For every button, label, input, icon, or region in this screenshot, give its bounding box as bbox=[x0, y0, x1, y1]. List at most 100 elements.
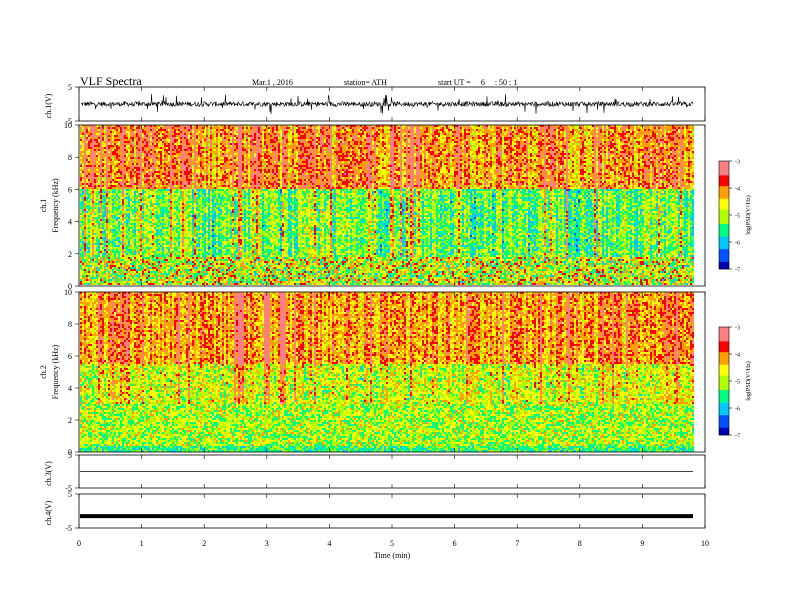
spectrogram-cell bbox=[150, 213, 152, 215]
spectrogram-cell bbox=[148, 267, 150, 269]
spectrogram-cell bbox=[84, 229, 86, 231]
spectrogram-cell bbox=[110, 271, 112, 273]
spectrogram-cell bbox=[114, 279, 116, 281]
spectrogram-cell bbox=[116, 259, 118, 261]
spectrogram-cell bbox=[198, 283, 200, 285]
spectrogram-cell bbox=[88, 127, 90, 129]
spectrogram-cell bbox=[146, 129, 148, 131]
spectrogram-cell bbox=[160, 283, 162, 285]
spectrogram-cell bbox=[82, 239, 84, 241]
spectrogram-cell bbox=[124, 143, 126, 145]
spectrogram-cell bbox=[190, 221, 192, 223]
spectrogram-cell bbox=[198, 189, 200, 191]
spectrogram-cell bbox=[162, 265, 164, 267]
spectrogram-cell bbox=[90, 165, 92, 167]
spectrogram-cell bbox=[192, 207, 194, 209]
spectrogram-cell bbox=[94, 247, 96, 249]
spectrogram-cell bbox=[114, 239, 116, 241]
spectrogram-cell bbox=[200, 183, 202, 185]
spectrogram-cell bbox=[92, 219, 94, 221]
spectrogram-cell bbox=[98, 175, 100, 177]
spectrogram-cell bbox=[136, 199, 138, 201]
spectrogram-cell bbox=[148, 273, 150, 275]
spectrogram-cell bbox=[102, 217, 104, 219]
spectrogram-cell bbox=[168, 281, 170, 283]
spectrogram-cell bbox=[124, 127, 126, 129]
spectrogram-cell bbox=[122, 175, 124, 177]
spectrogram-cell bbox=[126, 273, 128, 275]
spectrogram-cell bbox=[102, 239, 104, 241]
spectrogram-cell bbox=[92, 263, 94, 265]
spectrogram-cell bbox=[130, 247, 132, 249]
spectrogram-cell bbox=[122, 269, 124, 271]
spectrogram-cell bbox=[132, 277, 134, 279]
spectrogram-cell bbox=[190, 171, 192, 173]
spectrogram-cell bbox=[142, 147, 144, 149]
spectrogram-cell bbox=[144, 281, 146, 283]
spectrogram-cell bbox=[154, 165, 156, 167]
spectrogram-cell bbox=[186, 205, 188, 207]
spectrogram-cell bbox=[104, 183, 106, 185]
spectrogram-cell bbox=[102, 167, 104, 169]
spectrogram-cell bbox=[120, 125, 122, 127]
spectrogram-cell bbox=[176, 233, 178, 235]
spectrogram-cell bbox=[160, 169, 162, 171]
spectrogram-cell bbox=[176, 139, 178, 141]
spectrogram-cell bbox=[156, 277, 158, 279]
spectrogram-cell bbox=[84, 235, 86, 237]
spectrogram-cell bbox=[94, 199, 96, 201]
spectrogram-cell bbox=[120, 199, 122, 201]
spectrogram-cell bbox=[202, 145, 204, 147]
spectrogram-cell bbox=[104, 149, 106, 151]
spectrogram-cell bbox=[106, 189, 108, 191]
spectrogram-cell bbox=[86, 207, 88, 209]
spectrogram-cell bbox=[144, 239, 146, 241]
spectrogram-cell bbox=[80, 207, 82, 209]
spectrogram-cell bbox=[132, 193, 134, 195]
spectrogram-cell bbox=[134, 209, 136, 211]
spectrogram-cell bbox=[142, 215, 144, 217]
spectrogram-cell bbox=[92, 143, 94, 145]
spectrogram-cell bbox=[136, 147, 138, 149]
spectrogram-cell bbox=[148, 173, 150, 175]
spectrogram-cell bbox=[94, 151, 96, 153]
spectrogram-cell bbox=[200, 197, 202, 199]
spectrogram-cell bbox=[156, 207, 158, 209]
spectrogram-cell bbox=[160, 217, 162, 219]
spectrogram-cell bbox=[164, 167, 166, 169]
spectrogram-cell bbox=[128, 195, 130, 197]
spectrogram-cell bbox=[176, 197, 178, 199]
spectrogram-cell bbox=[158, 171, 160, 173]
spectrogram-cell bbox=[174, 151, 176, 153]
spectrogram-cell bbox=[202, 197, 204, 199]
spectrogram-cell bbox=[158, 191, 160, 193]
spectrogram-cell bbox=[122, 143, 124, 145]
spectrogram-cell bbox=[160, 255, 162, 257]
spectrogram-cell bbox=[104, 159, 106, 161]
spectrogram-cell bbox=[142, 175, 144, 177]
spectrogram-cell bbox=[100, 199, 102, 201]
spectrogram-cell bbox=[148, 231, 150, 233]
spectrogram-cell bbox=[168, 267, 170, 269]
spectrogram-cell bbox=[110, 185, 112, 187]
spectrogram-cell bbox=[164, 161, 166, 163]
spectrogram-cell bbox=[198, 147, 200, 149]
spectrogram-cell bbox=[182, 253, 184, 255]
spectrogram-cell bbox=[164, 281, 166, 283]
spectrogram-cell bbox=[148, 179, 150, 181]
spectrogram-cell bbox=[82, 207, 84, 209]
spectrogram-cell bbox=[110, 195, 112, 197]
spectrogram-cell bbox=[128, 217, 130, 219]
spectrogram-cell bbox=[102, 209, 104, 211]
spectrogram-cell bbox=[126, 189, 128, 191]
spectrogram-cell bbox=[126, 227, 128, 229]
spectrogram-cell bbox=[114, 229, 116, 231]
spectrogram-cell bbox=[94, 161, 96, 163]
spectrogram-cell bbox=[118, 189, 120, 191]
spectrogram-cell bbox=[198, 279, 200, 281]
spectrogram-cell bbox=[110, 161, 112, 163]
spectrogram-cell bbox=[192, 245, 194, 247]
spectrogram-cell bbox=[176, 141, 178, 143]
spectrogram-cell bbox=[182, 149, 184, 151]
spectrogram-cell bbox=[170, 255, 172, 257]
